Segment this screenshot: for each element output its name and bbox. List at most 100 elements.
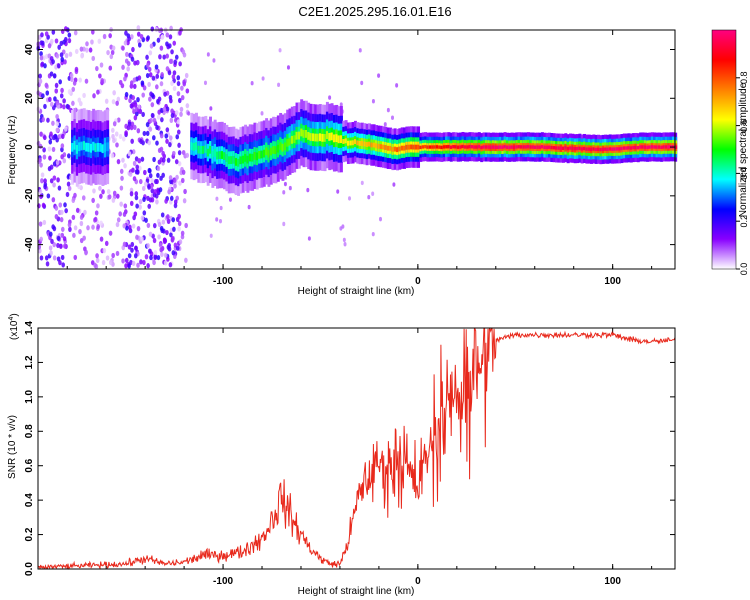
noise-speckle (161, 157, 166, 163)
signal-band-cell (484, 145, 488, 149)
signal-band-cell (190, 142, 194, 150)
noise-speckle (110, 49, 115, 56)
noise-speckle (112, 121, 117, 127)
noise-speckle (127, 151, 132, 157)
noise-speckle (157, 234, 161, 240)
noise-speckle (173, 242, 178, 248)
noise-speckle (149, 117, 153, 124)
noise-speckle (55, 100, 60, 106)
noise-speckle (148, 50, 153, 56)
signal-band-cell (360, 140, 364, 146)
signal-band-cell (337, 135, 341, 144)
noise-speckle (145, 62, 150, 69)
noise-speckle (111, 133, 115, 140)
noise-speckle (136, 25, 141, 31)
signal-band-cell (646, 145, 650, 150)
noise-speckle (101, 189, 105, 195)
noise-speckle (306, 187, 310, 193)
signal-band-cell (573, 146, 577, 151)
noise-speckle (358, 48, 362, 53)
noise-speckle (175, 245, 180, 251)
spectrogram-y-tick-label: -20 (24, 188, 35, 203)
colorbar-frame (711, 29, 737, 270)
noise-speckle (142, 210, 147, 216)
noise-speckle (124, 130, 128, 136)
signal-band-cell (365, 142, 369, 147)
noise-speckle (90, 39, 94, 45)
noise-speckle (57, 185, 62, 191)
signal-band-cell (304, 129, 308, 138)
noise-speckle (138, 178, 143, 185)
noise-speckle (163, 260, 168, 266)
signal-band-cell (253, 151, 257, 160)
noise-speckle (383, 122, 387, 127)
noise-speckle (61, 133, 65, 139)
signal-band-cell (370, 142, 374, 148)
noise-speckle (130, 56, 135, 62)
noise-speckle (126, 66, 130, 72)
noise-speckle (152, 117, 157, 124)
noise-speckle (176, 80, 181, 87)
noise-speckle (64, 53, 69, 59)
noise-speckle (49, 131, 53, 137)
noise-speckle (170, 236, 175, 242)
noise-speckle (51, 197, 56, 203)
noise-speckle (150, 112, 155, 119)
noise-speckle (38, 78, 43, 84)
noise-speckle (159, 146, 164, 152)
noise-speckle (91, 224, 95, 230)
noise-speckle (145, 121, 150, 128)
noise-speckle (158, 27, 162, 34)
noise-speckle (66, 181, 71, 187)
noise-speckle (173, 183, 177, 189)
signal-band-cell (223, 152, 226, 161)
noise-speckle (139, 33, 144, 40)
noise-speckle (42, 154, 47, 160)
noise-speckle (212, 58, 216, 63)
signal-band-cell (632, 145, 636, 150)
noise-speckle (111, 252, 115, 259)
noise-speckle (131, 149, 136, 155)
signal-band-cell (627, 146, 631, 150)
signal-band-cell (342, 139, 346, 144)
noise-speckle (111, 45, 116, 51)
signal-band-cell (274, 146, 278, 155)
noise-speckle (67, 89, 72, 95)
signal-band-cell (650, 145, 654, 149)
signal-band-cell (372, 142, 376, 148)
noise-speckle (165, 66, 170, 72)
signal-band-cell (234, 157, 238, 166)
signal-band-cell (78, 142, 82, 152)
noise-speckle (141, 111, 145, 118)
noise-speckle (149, 91, 153, 97)
signal-band-cell (302, 130, 306, 138)
noise-speckle (130, 34, 134, 40)
noise-speckle (38, 73, 42, 79)
noise-speckle (127, 253, 132, 259)
noise-speckle (108, 33, 112, 39)
noise-speckle (115, 142, 119, 148)
noise-speckle (56, 256, 61, 262)
noise-speckle (40, 172, 45, 178)
noise-speckle (111, 99, 116, 105)
signal-band-cell (648, 145, 652, 149)
noise-speckle (138, 204, 142, 210)
signal-band-cell (622, 146, 626, 150)
noise-speckle (140, 215, 145, 221)
noise-speckle (173, 199, 178, 205)
noise-speckle (377, 73, 381, 78)
noise-speckle (159, 175, 163, 181)
signal-band-cell (349, 140, 353, 146)
noise-speckle (144, 217, 148, 223)
signal-band-cell (613, 147, 617, 151)
signal-band-cell (510, 145, 514, 149)
noise-speckle (39, 236, 44, 242)
noise-speckle (39, 131, 43, 137)
noise-speckle (342, 237, 346, 243)
noise-speckle (58, 79, 62, 85)
noise-speckle (132, 215, 136, 221)
noise-speckle (99, 62, 104, 68)
noise-speckle (38, 248, 42, 254)
noise-speckle (166, 256, 170, 262)
noise-speckle (72, 232, 76, 238)
